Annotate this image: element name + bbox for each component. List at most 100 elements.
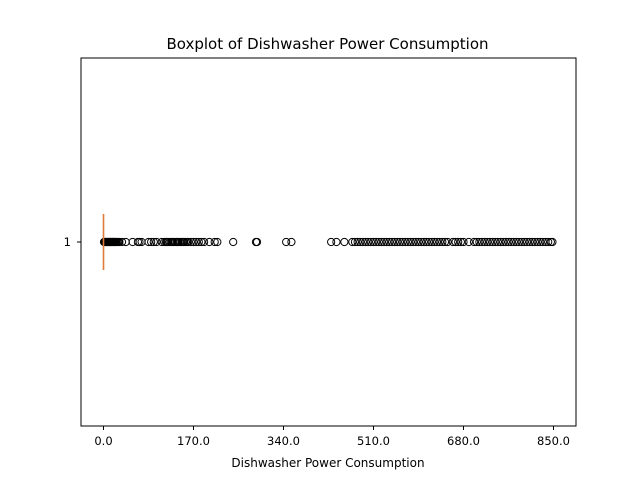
flier-point — [475, 237, 484, 247]
flier-point — [520, 237, 529, 247]
chart-title: Boxplot of Dishwasher Power Consumption — [166, 35, 488, 53]
flier-point — [469, 237, 479, 247]
flier-point — [115, 237, 124, 247]
x-axis-ticks: 0.0 170.0 340.0 510.0 680.0 850.0 — [94, 426, 570, 448]
flier-point — [147, 237, 156, 247]
flier-point — [544, 237, 553, 247]
flier-point — [488, 237, 497, 247]
flier-point — [385, 237, 394, 247]
flier-point — [393, 237, 402, 247]
y-tick-label: 1 — [64, 235, 71, 249]
flier-point — [390, 237, 399, 247]
flier-point — [525, 237, 534, 247]
flier-point — [406, 237, 415, 247]
x-tick-label: 680.0 — [447, 434, 480, 448]
flier-point — [507, 237, 516, 247]
x-tick-label: 340.0 — [267, 434, 300, 448]
flier-point — [197, 237, 206, 247]
flier-point — [480, 237, 489, 247]
flier-point — [194, 237, 203, 247]
flier-point — [186, 237, 195, 247]
flier-point — [517, 237, 526, 247]
flier-point — [199, 237, 209, 247]
flier-point — [205, 237, 214, 247]
flier-point — [356, 237, 365, 247]
flier-point — [135, 237, 144, 247]
flier-point — [157, 237, 166, 247]
flier-point — [364, 237, 373, 247]
flier-point — [350, 237, 360, 247]
flier-point — [430, 237, 439, 247]
flier-point — [419, 237, 428, 247]
flier-point — [451, 237, 460, 247]
flier-point — [229, 237, 238, 247]
flier-point — [456, 237, 465, 247]
flier-point — [409, 237, 418, 247]
flier-point — [501, 237, 510, 247]
flier-point — [483, 237, 492, 247]
flier-point — [440, 237, 450, 247]
flier-point — [477, 237, 487, 247]
flier-point — [366, 237, 375, 247]
flier-point — [149, 237, 158, 247]
flier-point — [152, 237, 161, 247]
flier-point — [327, 237, 336, 247]
flier-point — [499, 237, 508, 247]
flier-point — [459, 237, 468, 247]
flier-point — [432, 237, 442, 247]
flier-point — [361, 237, 370, 247]
flier-point — [417, 237, 426, 247]
flier-point — [528, 237, 537, 247]
flier-point — [282, 237, 291, 247]
flier-point — [411, 237, 420, 247]
flier-point — [379, 237, 389, 247]
flier-point — [372, 237, 381, 247]
flier-point — [533, 237, 542, 247]
flier-point — [192, 237, 201, 247]
flier-point — [536, 237, 545, 247]
flier-point — [443, 237, 452, 247]
y-axis-ticks: 1 — [64, 235, 81, 249]
flier-point — [485, 237, 495, 247]
flier-point — [509, 237, 518, 247]
flier-point — [184, 237, 193, 247]
flier-point — [287, 237, 296, 247]
flier-point — [454, 237, 463, 247]
flier-point — [512, 237, 521, 247]
x-tick-label: 850.0 — [537, 434, 570, 448]
flier-point — [398, 237, 407, 247]
flier-point — [464, 237, 473, 247]
flier-point — [496, 237, 505, 247]
flier-point — [538, 237, 548, 247]
flier-point — [472, 237, 481, 247]
flier-point — [422, 237, 431, 247]
flier-point — [189, 237, 198, 247]
flier-point — [491, 237, 500, 247]
flier-point — [377, 237, 386, 247]
flier-point — [374, 237, 383, 247]
flier-point — [353, 237, 362, 247]
flier-point — [387, 237, 397, 247]
flier-point — [348, 237, 357, 247]
flier-point — [514, 237, 524, 247]
flier-point — [117, 237, 127, 247]
flier-point — [424, 237, 434, 247]
flier-point — [448, 237, 458, 247]
x-tick-label: 0.0 — [94, 434, 112, 448]
flier-point — [369, 237, 378, 247]
flier-point — [435, 237, 444, 247]
flier-point — [210, 237, 219, 247]
flier-point — [438, 237, 447, 247]
flier-point — [403, 237, 413, 247]
flier-point — [213, 237, 222, 247]
flier-point — [414, 237, 423, 247]
flier-point — [144, 237, 153, 247]
flier-point — [548, 237, 557, 247]
flier-point — [332, 237, 341, 247]
flier-point — [395, 237, 405, 247]
flier-point — [504, 237, 513, 247]
flier-point — [401, 237, 410, 247]
x-tick-label: 510.0 — [357, 434, 390, 448]
x-axis-label: Dishwasher Power Consumption — [231, 456, 424, 470]
x-tick-label: 170.0 — [177, 434, 210, 448]
